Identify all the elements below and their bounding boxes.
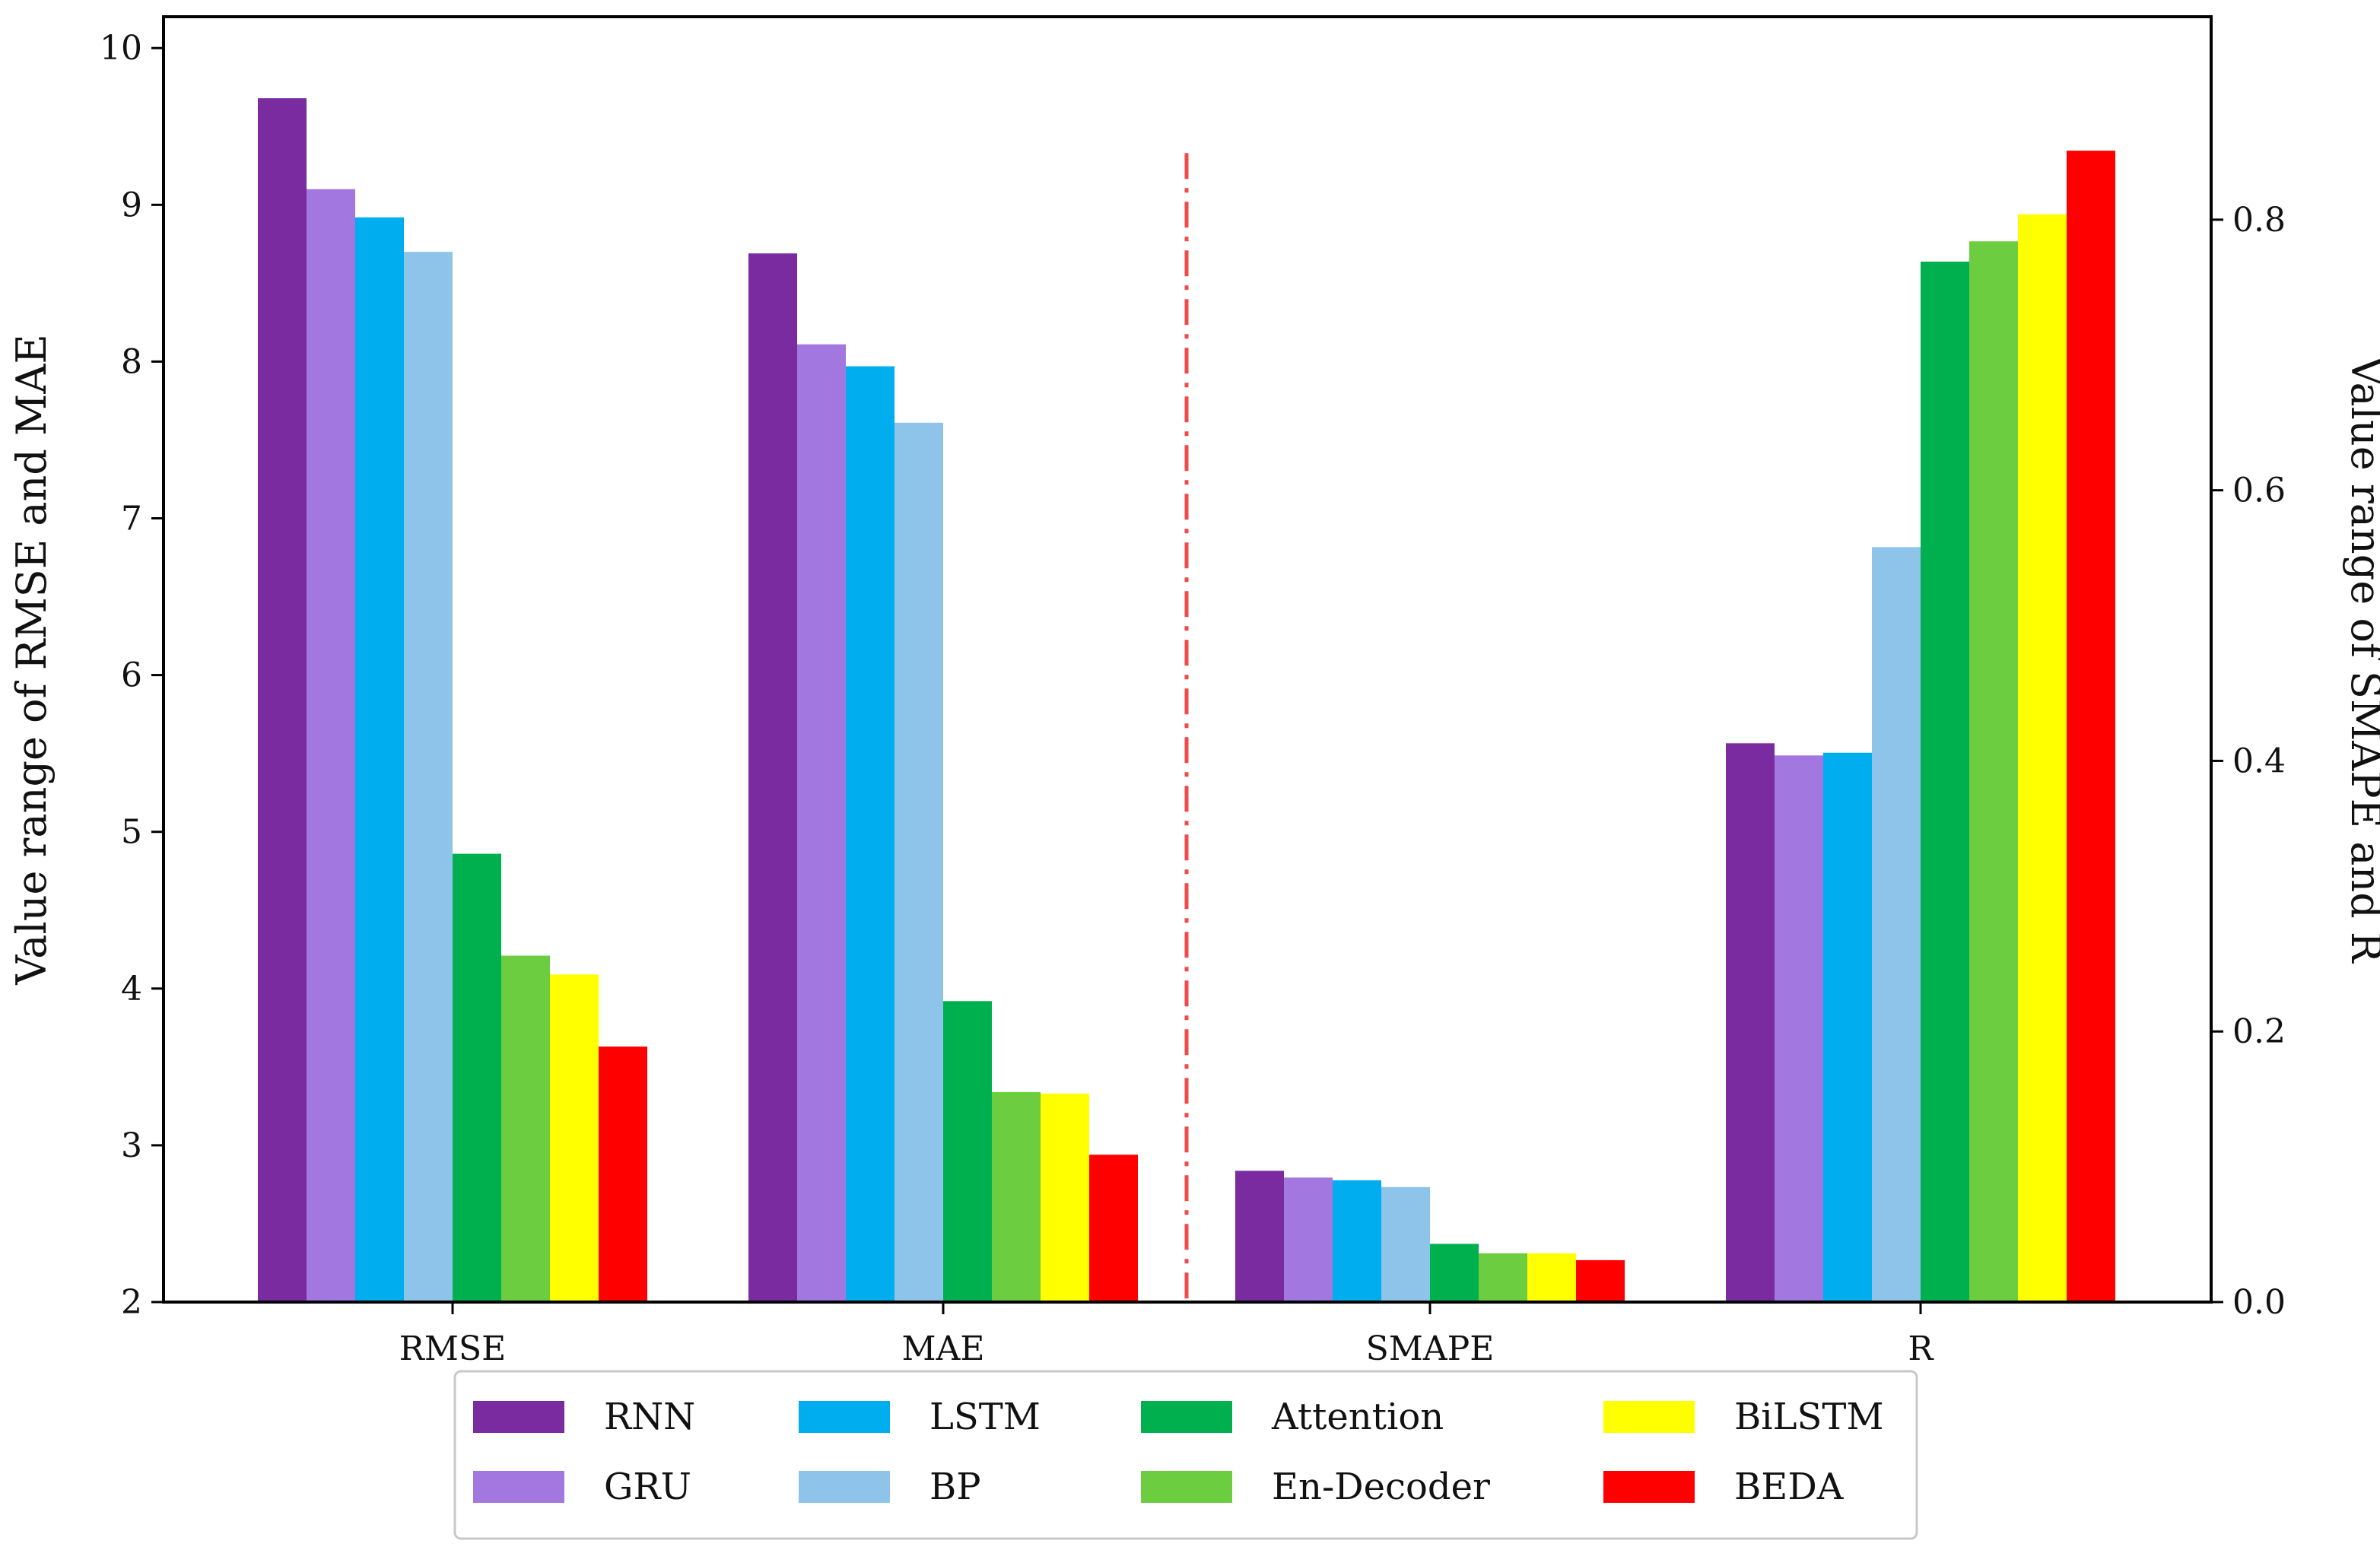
bars-layer [258, 98, 2115, 1303]
bar-smape-lstm [1333, 1180, 1381, 1302]
right-axis-title: Value range of SMAPE and R [2342, 355, 2380, 963]
bar-r-bilstm [2018, 214, 2067, 1302]
right-tick-label: 0.4 [2232, 742, 2286, 780]
bar-rmse-attention [453, 853, 501, 1302]
left-tick-label: 2 [121, 1283, 142, 1322]
left-axis-title: Value range of RMSE and MAE [8, 334, 56, 985]
bar-mae-gru [797, 344, 846, 1302]
x-tick-label-smape: SMAPE [1366, 1329, 1495, 1368]
left-tick-label: 4 [121, 970, 142, 1008]
legend-swatch-bp [799, 1471, 890, 1503]
left-tick-label: 10 [100, 29, 142, 68]
bar-mae-beda [1089, 1155, 1138, 1302]
bar-r-en-decoder [1969, 241, 2018, 1302]
legend-swatch-attention [1141, 1401, 1232, 1433]
x-tick-label-mae: MAE [902, 1329, 985, 1368]
left-tick-label: 9 [121, 186, 142, 224]
bar-r-beda [2067, 151, 2115, 1303]
left-tick-label: 3 [121, 1126, 142, 1165]
bar-r-gru [1775, 755, 1823, 1302]
legend-label-attention: Attention [1271, 1396, 1444, 1438]
left-tick-label: 5 [121, 813, 142, 852]
x-tick-label-r: R [1908, 1329, 1934, 1368]
legend-swatch-rnn [473, 1401, 564, 1433]
bar-rmse-lstm [355, 217, 404, 1302]
bar-mae-bilstm [1041, 1093, 1089, 1302]
bar-smape-attention [1430, 1243, 1479, 1302]
bar-rmse-en-decoder [501, 955, 550, 1302]
right-tick-label: 0.2 [2232, 1012, 2286, 1051]
bar-mae-lstm [846, 366, 894, 1303]
legend-label-rnn: RNN [604, 1396, 695, 1438]
bar-rmse-bilstm [550, 974, 599, 1302]
bar-r-rnn [1726, 743, 1775, 1302]
left-tick-label: 7 [121, 500, 142, 538]
right-axis: 0.0 0.2 0.4 0.6 0.8 [2211, 201, 2286, 1322]
right-tick-label: 0.8 [2232, 201, 2286, 240]
bar-smape-beda [1576, 1259, 1625, 1302]
legend-label-beda: BEDA [1734, 1466, 1845, 1508]
legend-swatch-bilstm [1603, 1401, 1695, 1433]
bar-smape-en-decoder [1479, 1253, 1527, 1302]
bar-smape-rnn [1235, 1170, 1284, 1302]
legend-label-lstm: LSTM [929, 1396, 1041, 1438]
bar-rmse-gru [307, 189, 355, 1303]
right-tick-label: 0.0 [2232, 1283, 2286, 1322]
bar-mae-en-decoder [992, 1091, 1041, 1302]
bar-mae-rnn [748, 253, 797, 1303]
bar-mae-bp [894, 422, 943, 1302]
plot-frame [162, 15, 2213, 1304]
legend-label-bilstm: BiLSTM [1734, 1396, 1884, 1438]
legend-swatch-lstm [799, 1401, 890, 1433]
bar-r-attention [1921, 261, 1969, 1302]
legend-label-gru: GRU [604, 1466, 691, 1508]
bar-smape-gru [1284, 1177, 1333, 1302]
bar-r-bp [1872, 547, 1921, 1302]
legend: RNN GRU LSTM BP Attention En-Decoder BiLSTM BED… [453, 1370, 1918, 1540]
legend-swatch-gru [473, 1471, 564, 1503]
bar-smape-bilstm [1527, 1253, 1576, 1302]
legend-label-bp: BP [929, 1466, 981, 1508]
legend-swatch-en-decoder [1141, 1471, 1232, 1503]
x-tick-label-rmse: RMSE [399, 1329, 506, 1368]
left-tick-label: 6 [121, 656, 142, 695]
right-tick-label: 0.6 [2232, 472, 2286, 510]
x-axis: RMSE MAE SMAPE R [399, 1302, 1934, 1368]
bar-rmse-bp [404, 252, 453, 1302]
left-tick-label: 8 [121, 342, 142, 381]
legend-swatch-beda [1603, 1471, 1695, 1503]
bar-smape-bp [1381, 1186, 1430, 1302]
left-axis: 2 3 4 5 6 7 8 9 10 [100, 29, 164, 1322]
bar-rmse-rnn [258, 98, 307, 1302]
legend-label-en-decoder: En-Decoder [1272, 1466, 1490, 1508]
bar-rmse-beda [599, 1047, 647, 1302]
bar-mae-attention [943, 1001, 992, 1302]
bar-r-lstm [1823, 752, 1872, 1302]
